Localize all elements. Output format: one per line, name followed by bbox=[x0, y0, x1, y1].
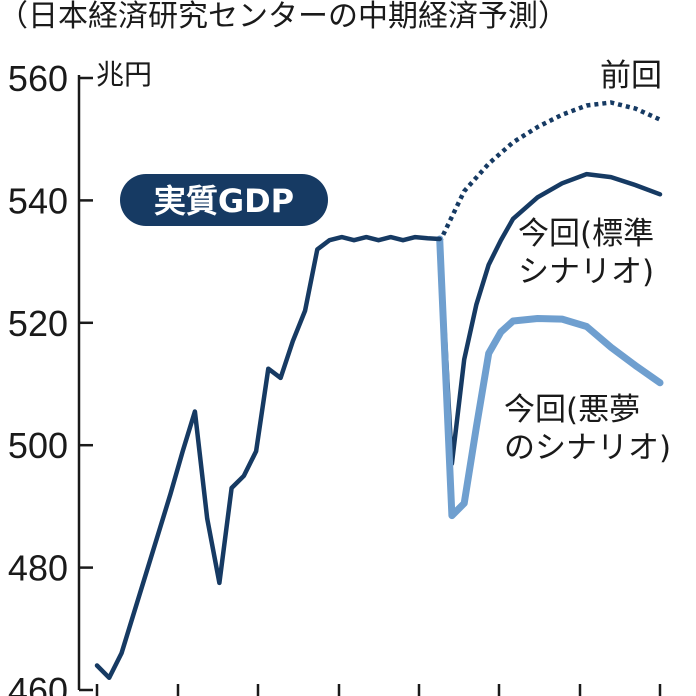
annotation-previous: 前回 bbox=[600, 58, 662, 94]
series-standard-line bbox=[437, 171, 663, 466]
y-tick-label: 520 bbox=[8, 303, 68, 344]
annotation-previous-line-1: 前回 bbox=[600, 58, 662, 94]
badge-label: 実質GDP bbox=[154, 182, 294, 220]
annotation-standard: 今回(標準 シナリオ) bbox=[518, 216, 654, 290]
y-tick-label: 480 bbox=[8, 548, 68, 589]
series-previous-line bbox=[437, 100, 661, 243]
annotation-standard-line-2: シナリオ) bbox=[518, 254, 654, 290]
y-unit-label: 兆円 bbox=[96, 58, 152, 91]
y-tick-label: 500 bbox=[8, 425, 68, 466]
annotation-nightmare-line-1: 今回(悪夢 bbox=[504, 392, 640, 428]
annotation-nightmare: 今回(悪夢 のシナリオ) bbox=[504, 392, 671, 466]
badge: 実質GDP bbox=[120, 174, 328, 226]
y-axis: 460 480 500 520 540 560 bbox=[8, 58, 662, 696]
series-actual-line bbox=[94, 234, 442, 681]
series-nightmare-line bbox=[436, 235, 664, 520]
y-tick-label: 540 bbox=[8, 180, 68, 221]
annotation-standard-line-1: 今回(標準 bbox=[518, 216, 654, 252]
annotation-nightmare-line-2: のシナリオ) bbox=[504, 430, 671, 466]
y-tick-label: 460 bbox=[8, 670, 68, 696]
y-tick-label: 560 bbox=[8, 58, 68, 99]
series-lines bbox=[94, 100, 664, 681]
chart-subtitle: （日本経済研究センターの中期経済予測） bbox=[0, 0, 568, 34]
badge-background bbox=[120, 174, 328, 226]
